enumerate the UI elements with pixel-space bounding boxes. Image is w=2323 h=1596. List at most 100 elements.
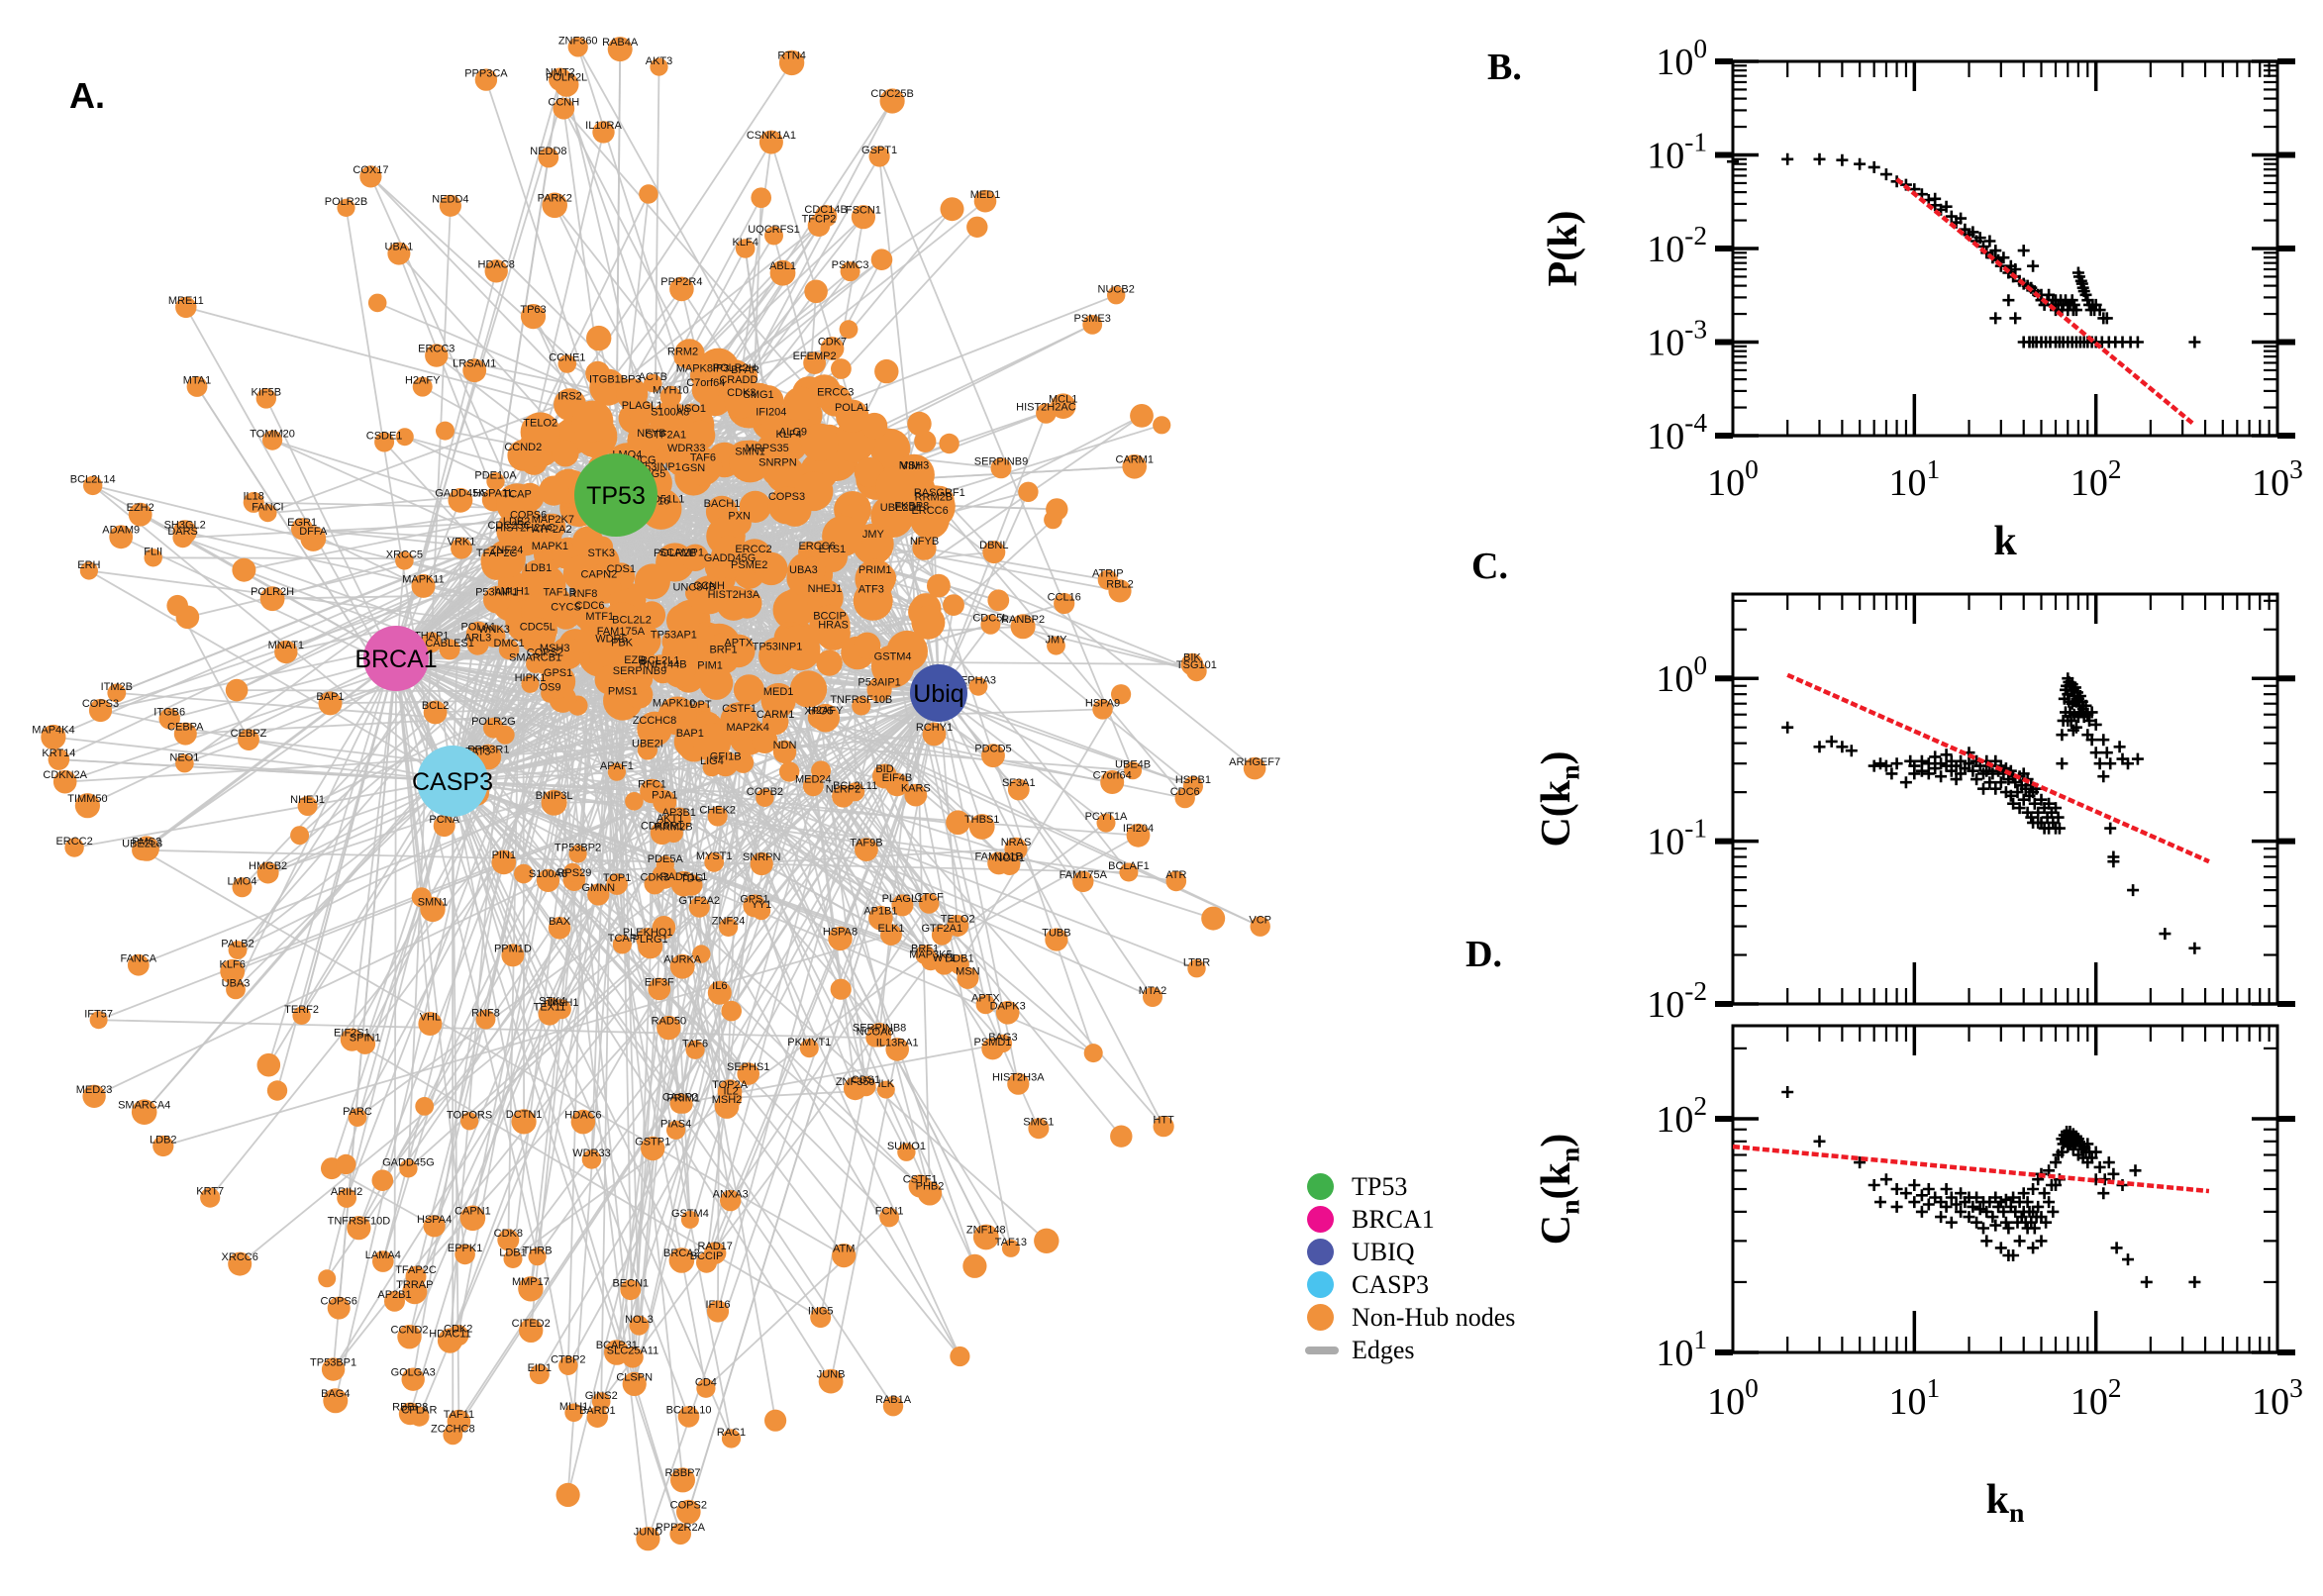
legend-label-nonhub: Non-Hub nodes [1352,1302,1516,1332]
gene-label: CDC14B [804,204,847,216]
gene-label: IL10RA [585,120,622,132]
gene-label: MCL1 [1049,393,1077,405]
tick-label: 10-4 [1647,408,1707,457]
hub-node-ubiq [910,664,967,722]
gene-label: ACTB [639,371,667,383]
network-node [466,633,489,655]
gene-label: CSDE1 [366,431,403,443]
network-node [843,1076,867,1101]
network-node [652,916,676,940]
network-node [1110,1125,1133,1147]
network-node [669,1093,691,1114]
network-node [591,1392,611,1411]
network-node [1097,569,1118,590]
network-node [685,420,716,450]
network-node [666,807,691,832]
network-node [542,192,567,219]
network-node [830,978,852,1000]
network-node [567,37,588,57]
gene-label: ARIH2 [331,1186,362,1198]
network-node [853,580,893,621]
gene-label: RAC1 [717,1427,746,1439]
network-node [638,934,663,959]
network-node [868,905,893,931]
network-node [868,146,890,167]
gene-label: H2AFY [808,705,844,717]
gene-label: BAP1 [316,691,344,703]
gene-label: NEO1 [169,751,199,763]
network-node [447,1409,471,1434]
network-node [228,941,248,959]
gene-label: GINS2 [585,1390,618,1402]
network-node [804,279,828,304]
network-node [982,541,1006,564]
network-node [259,586,285,612]
gene-label: TAF9B [850,838,882,849]
gene-label: SEPHS1 [727,1061,769,1073]
ubiq-node-swatch [1307,1239,1334,1265]
gene-label: RRM2B [915,491,954,503]
gene-label: LIG4 [700,755,724,767]
gene-label: HRAS [818,619,849,631]
network-node [498,639,520,660]
network-node [764,226,783,246]
network-node [340,1028,363,1051]
gene-label: PIM1 [697,659,723,671]
gene-label: TP53BP1 [310,1357,356,1369]
tick-label: 103 [2252,1373,2303,1423]
gene-label: RRM2B [655,822,693,834]
gene-label: SERPINB9 [974,456,1028,468]
gene-label: RAD50 [652,1016,686,1028]
gene-label: SMG1 [744,389,774,401]
brca1-node-swatch [1307,1206,1334,1233]
network-node [638,601,666,630]
gene-label: TAF11 [444,1409,474,1421]
gene-label: KRT7 [196,1186,224,1198]
network-node [1165,870,1187,892]
gene-label: UBA3 [222,977,251,989]
network-node [562,862,582,882]
gene-label: PPP2R4 [660,276,702,288]
gene-label: BID [875,763,893,775]
gene-label: WDR33 [667,443,706,454]
network-node [558,1355,578,1376]
gene-label: SMN1 [735,447,765,458]
network-node [666,1120,686,1140]
gene-label: OS9 [539,682,560,694]
network-node [641,1136,665,1161]
gene-label: CCNH [548,96,579,108]
network-node [704,852,725,872]
network-node [869,428,911,469]
gene-label: EGR1 [287,517,317,529]
x-axis-title-D: kn [1986,1477,2025,1528]
network-node [761,708,789,736]
network-node [436,421,454,441]
network-node [800,423,839,461]
gene-label: MYST1 [696,850,733,862]
network-node [921,950,941,971]
gene-label: UBE2L3 [122,839,162,850]
network-node [950,1346,970,1367]
gene-label: TEX11 [534,1002,566,1014]
network-node [685,1040,705,1059]
tick-label: 10-2 [1647,976,1707,1026]
network-node [666,604,700,638]
gene-label: HIST2H3A [992,1071,1045,1083]
gene-label: WT1 [933,952,956,964]
gene-label: TCAP [608,933,637,945]
network-node [627,624,661,657]
gene-label: TP53INP1 [753,642,803,653]
network-node [459,1205,486,1232]
gene-label: POLR2H [713,362,757,374]
network-node [519,617,556,654]
network-node [411,887,432,908]
network-node [321,1357,346,1381]
network-node [475,1009,496,1030]
gene-label: LTBR [1183,957,1210,969]
network-node [557,354,577,373]
network-node [680,874,703,896]
panel-d-label: D. [1465,934,1502,975]
gene-label: DPT [690,699,712,711]
legend-item-casp3: CASP3 [1307,1268,1515,1301]
